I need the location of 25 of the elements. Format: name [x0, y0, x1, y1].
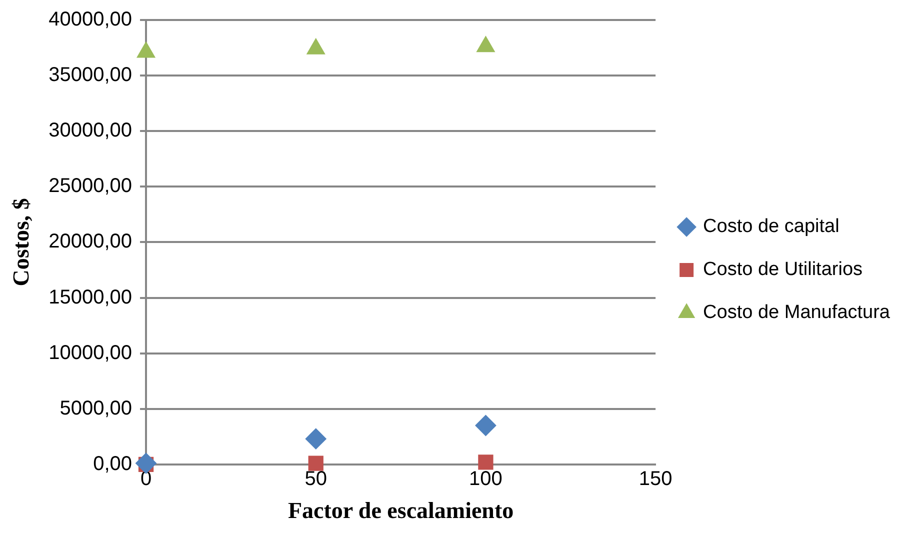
- point: [475, 415, 496, 436]
- y-tick-label: 10000,00: [48, 342, 132, 364]
- y-tick-label: 35000,00: [48, 64, 132, 86]
- point: [136, 452, 157, 474]
- x-tick-label: 100: [469, 468, 502, 490]
- y-axis-title: Costos, $: [8, 198, 34, 286]
- point: [476, 36, 495, 52]
- x-tick-label: 150: [638, 468, 672, 490]
- legend-label: Costo de capital: [703, 216, 840, 238]
- x-axis-title: Factor de escalamiento: [288, 498, 514, 524]
- legend-label: Costo de Utilitarios: [703, 259, 863, 280]
- y-tick-label: 30000,00: [48, 120, 132, 142]
- point: [305, 428, 326, 450]
- y-tick-label: 20000,00: [48, 230, 132, 253]
- point: [478, 454, 494, 470]
- legend-label: Costo de Manufactura: [703, 302, 890, 324]
- point: [136, 42, 156, 58]
- x-tick-label: 50: [304, 468, 327, 490]
- y-tick-label: 25000,00: [48, 175, 132, 198]
- y-tick-label: 15000,00: [48, 286, 132, 308]
- y-tick-label: 5000,00: [60, 397, 132, 420]
- y-tick-label: 0,00: [93, 452, 132, 475]
- point: [308, 456, 324, 471]
- y-tick-label: 40000,00: [48, 8, 132, 31]
- point: [306, 38, 326, 54]
